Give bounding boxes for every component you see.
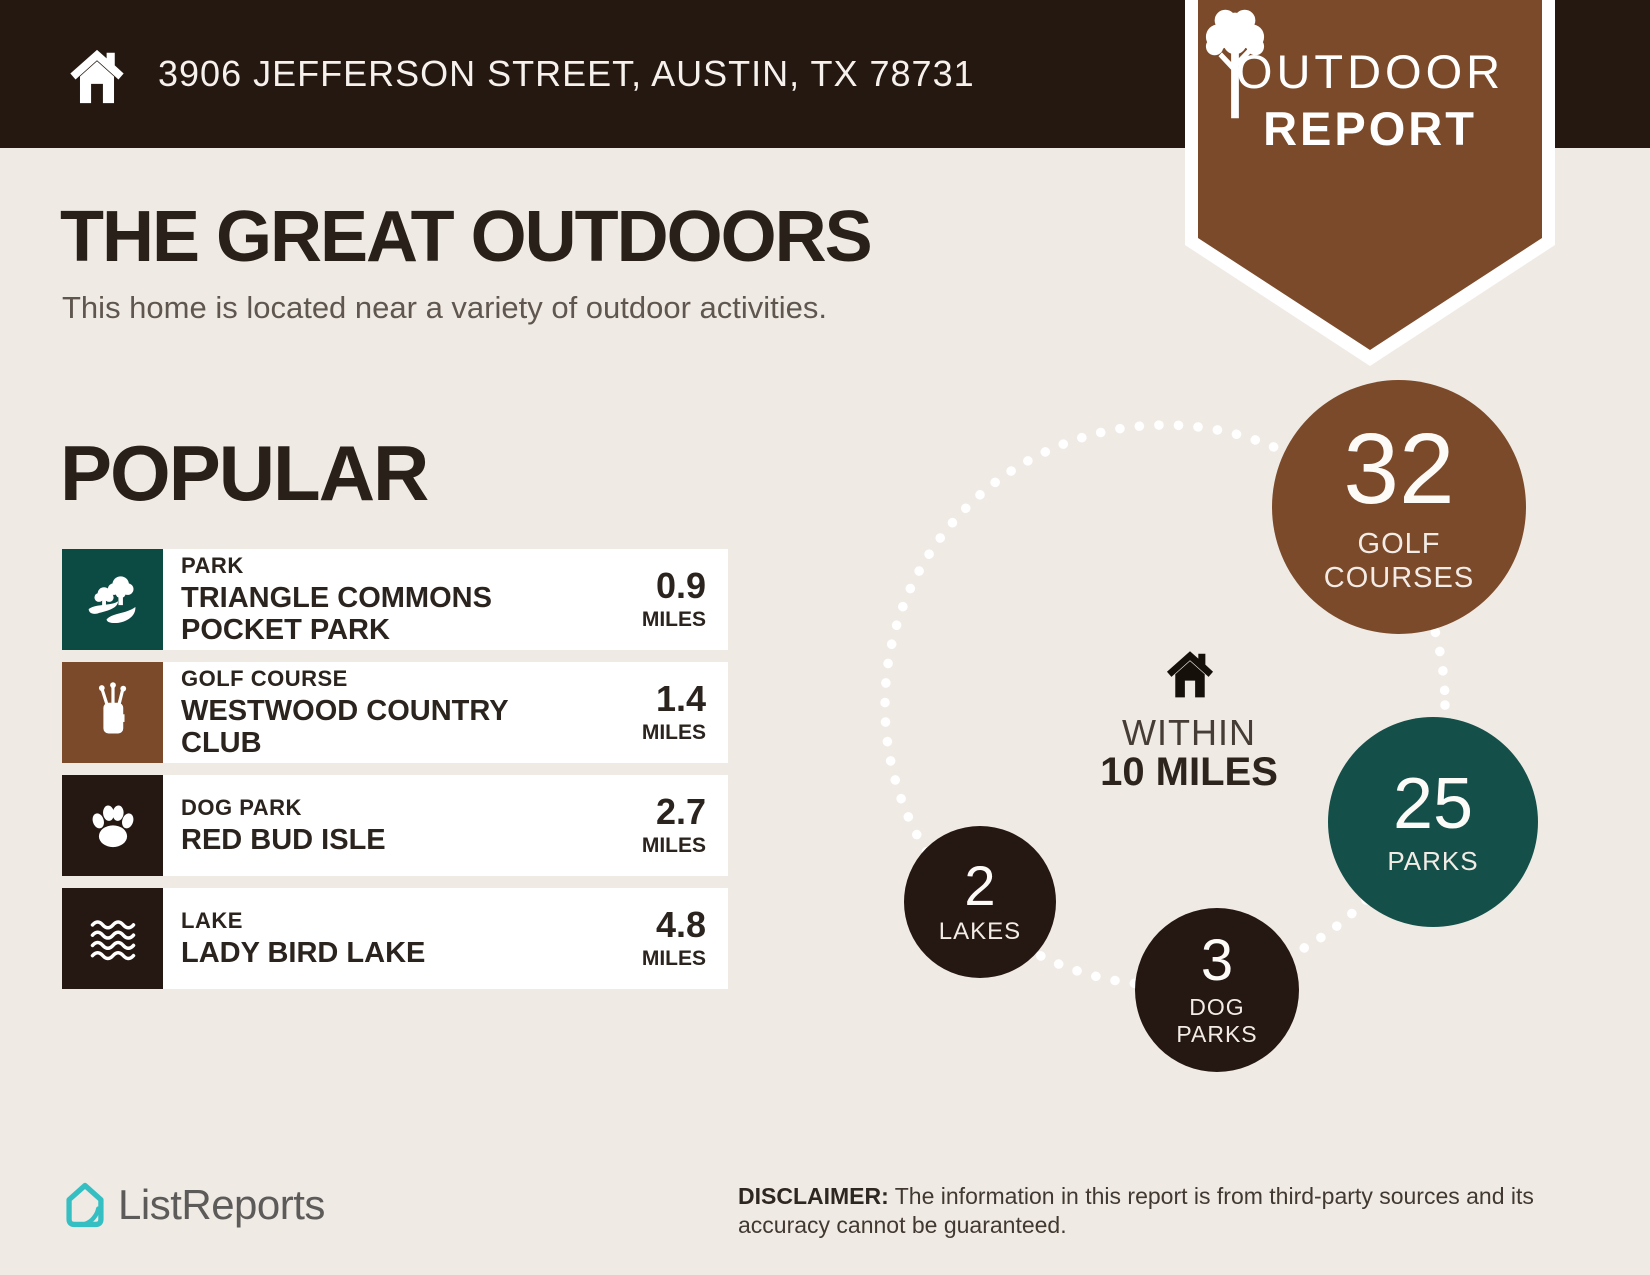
page-title: THE GREAT OUTDOORS (60, 197, 873, 277)
listreports-house-icon (66, 1182, 104, 1228)
item-distance: 0.9 MILES (588, 564, 728, 632)
popular-heading: POPULAR (60, 429, 429, 517)
home-icon (70, 49, 124, 104)
paw-icon (62, 775, 163, 876)
golf-courses-count: 32 (1343, 412, 1455, 525)
banner-ribbon-shape (1185, 0, 1555, 366)
distance-value: 4.8 (655, 903, 706, 945)
distance-value: 1.4 (655, 677, 706, 719)
bubble-golf-courses: 32 GOLF COURSES (1272, 380, 1526, 634)
list-item-body: PARK TRIANGLE COMMONS POCKET PARK 0.9 MI… (163, 549, 728, 650)
list-item-text: GOLF COURSE WESTWOOD COUNTRY CLUB (163, 666, 588, 759)
within-label: WITHIN (1122, 712, 1256, 753)
bubble-dog-parks: 3 DOG PARKS (1135, 908, 1299, 1072)
item-distance: 2.7 MILES (588, 790, 728, 858)
list-item-park: PARK TRIANGLE COMMONS POCKET PARK 0.9 MI… (62, 549, 728, 650)
distance-unit: MILES (641, 720, 706, 744)
list-item-text: DOG PARK RED BUD ISLE (163, 795, 588, 856)
waves-icon (62, 888, 163, 989)
item-name: TRIANGLE COMMONS POCKET PARK (181, 582, 492, 646)
list-item-text: PARK TRIANGLE COMMONS POCKET PARK (163, 553, 588, 646)
distance-value: 0.9 (655, 564, 706, 606)
item-category: GOLF COURSE (181, 666, 348, 692)
listreports-logo: ListReports (62, 1180, 325, 1230)
distance-unit: MILES (641, 946, 706, 970)
golf-courses-label: GOLF COURSES (1323, 527, 1475, 594)
distance-unit: MILES (641, 607, 706, 631)
park-trees-icon (62, 549, 163, 650)
list-item-lake: LAKE LADY BIRD LAKE 4.8 MILES (62, 888, 728, 989)
list-item-body: DOG PARK RED BUD ISLE 2.7 MILES (163, 775, 728, 876)
within-miles-label: 10 MILES (1100, 750, 1278, 794)
item-distance: 1.4 MILES (588, 677, 728, 745)
dog-parks-label: DOG PARKS (1176, 993, 1258, 1047)
property-address: 3906 JEFFERSON STREET, AUSTIN, TX 78731 (158, 53, 975, 94)
distance-value: 2.7 (655, 790, 706, 832)
dog-parks-count: 3 (1200, 927, 1234, 993)
bubble-parks: 25 PARKS (1328, 717, 1538, 927)
list-item-body: GOLF COURSE WESTWOOD COUNTRY CLUB 1.4 MI… (163, 662, 728, 763)
page-subtitle: This home is located near a variety of o… (62, 290, 828, 325)
lakes-count: 2 (964, 853, 996, 917)
outdoor-report-banner: OUTDOOR REPORT (1185, 0, 1555, 372)
item-name: RED BUD ISLE (181, 823, 386, 856)
item-distance: 4.8 MILES (588, 903, 728, 971)
banner-word-outdoor: OUTDOOR (1235, 45, 1505, 98)
disclaimer-text: The information in this report is from t… (738, 1183, 1534, 1239)
disclaimer: DISCLAIMER: The information in this repo… (738, 1182, 1583, 1241)
list-item-text: LAKE LADY BIRD LAKE (163, 908, 588, 969)
golf-bag-icon (62, 662, 163, 763)
disclaimer-label: DISCLAIMER: (738, 1183, 889, 1209)
parks-count: 25 (1392, 763, 1474, 844)
banner-title: OUTDOOR REPORT (1185, 44, 1555, 156)
item-category: LAKE (181, 907, 243, 933)
item-name: LADY BIRD LAKE (181, 936, 426, 969)
banner-word-report: REPORT (1263, 102, 1477, 155)
popular-list: PARK TRIANGLE COMMONS POCKET PARK 0.9 MI… (62, 549, 728, 1001)
list-item-body: LAKE LADY BIRD LAKE 4.8 MILES (163, 888, 728, 989)
distance-unit: MILES (641, 833, 706, 857)
bubble-lakes: 2 LAKES (904, 826, 1056, 978)
parks-label: PARKS (1387, 845, 1479, 876)
list-item-dog-park: DOG PARK RED BUD ISLE 2.7 MILES (62, 775, 728, 876)
dotted-radius-ring (880, 420, 1450, 990)
item-category: DOG PARK (181, 794, 302, 820)
home-icon (1166, 651, 1214, 698)
list-item-golf-course: GOLF COURSE WESTWOOD COUNTRY CLUB 1.4 MI… (62, 662, 728, 763)
item-name: WESTWOOD COUNTRY CLUB (181, 695, 509, 759)
lakes-label: LAKES (938, 917, 1022, 945)
brand-name: ListReports (118, 1181, 325, 1228)
item-category: PARK (181, 553, 244, 579)
tree-icon (1205, 9, 1265, 119)
